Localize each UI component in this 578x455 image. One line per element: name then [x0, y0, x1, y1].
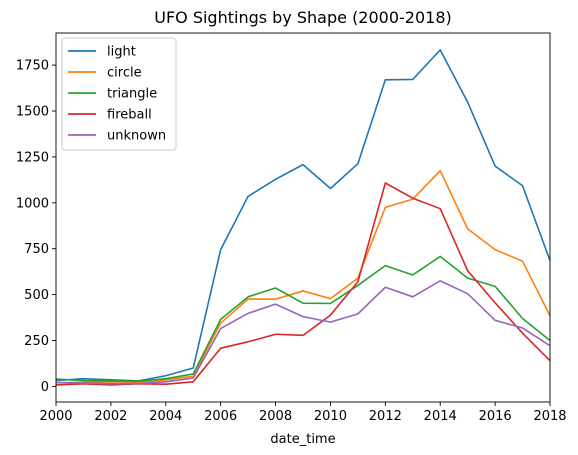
y-tick-label: 500: [24, 288, 49, 303]
series-line-triangle: [55, 255, 551, 383]
x-tick-label: 2014: [424, 409, 457, 424]
legend-label-circle: circle: [107, 66, 142, 81]
x-tick-label: 2004: [149, 409, 182, 424]
series-line-fireball: [55, 182, 551, 386]
y-tick-label: 1250: [16, 150, 49, 165]
x-axis-label: date_time: [270, 432, 335, 447]
y-tick-label: 1500: [16, 105, 49, 120]
series-line-circle: [55, 169, 551, 384]
x-tick-label: 2010: [314, 409, 347, 424]
legend-label-triangle: triangle: [107, 87, 157, 102]
y-tick-label: 0: [41, 380, 49, 395]
y-tick-label: 1750: [16, 59, 49, 74]
legend-label-fireball: fireball: [107, 108, 152, 123]
y-tick-label: 250: [24, 334, 49, 349]
x-tick-label: 2016: [479, 409, 512, 424]
series-line-unknown: [55, 280, 551, 385]
plot-frame: [55, 32, 551, 403]
legend: light circle triangle fireball unknown: [61, 37, 177, 151]
x-tick-label: 2006: [204, 409, 237, 424]
y-tick-label: 750: [24, 242, 49, 257]
axes: 2000 2002 2004 2006 2008 2010 2012 2014 2016 2018…: [16, 32, 567, 424]
legend-label-unknown: unknown: [107, 129, 166, 144]
legend-label-light: light: [107, 45, 136, 60]
y-tick-label: 1000: [16, 196, 49, 211]
x-tick-label: 2012: [369, 409, 402, 424]
x-tick-label: 2000: [39, 409, 72, 424]
chart-title: UFO Sightings by Shape (2000-2018): [154, 8, 452, 27]
legend-box: [61, 37, 177, 151]
x-tick-label: 2002: [94, 409, 127, 424]
series-layer: [55, 49, 551, 386]
x-tick-label: 2008: [259, 409, 292, 424]
x-tick-label: 2018: [533, 409, 566, 424]
